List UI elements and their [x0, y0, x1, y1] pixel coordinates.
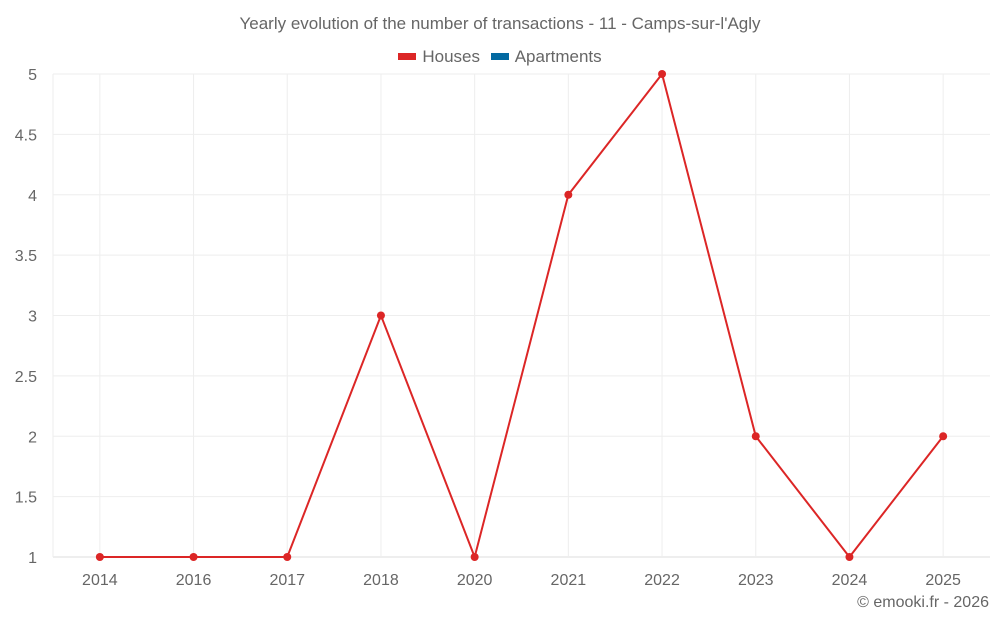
x-tick-label: 2025	[925, 572, 961, 589]
y-tick-label: 2.5	[15, 369, 37, 386]
x-tick-label: 2014	[82, 572, 118, 589]
y-tick-label: 3.5	[15, 248, 37, 265]
x-tick-label: 2021	[551, 572, 587, 589]
legend-item-apartments[interactable]: Apartments	[490, 46, 602, 67]
data-point-houses	[658, 70, 667, 78]
x-tick-label: 2016	[176, 572, 212, 589]
data-point-houses	[95, 553, 104, 561]
x-tick-label: 2022	[644, 572, 680, 589]
data-point-houses	[845, 553, 854, 561]
y-tick-label: 4.5	[15, 127, 37, 144]
data-point-houses	[939, 432, 948, 441]
chart-title: Yearly evolution of the number of transa…	[239, 14, 761, 33]
data-point-houses	[470, 553, 479, 561]
data-point-houses	[189, 553, 198, 561]
data-point-houses	[751, 432, 760, 441]
y-tick-label: 2	[28, 429, 37, 446]
y-tick-label: 4	[28, 188, 37, 205]
x-tick-label: 2017	[269, 572, 305, 589]
y-tick-label: 1	[28, 550, 37, 567]
y-tick-label: 1.5	[15, 490, 37, 507]
legend: Houses Apartments	[0, 45, 1000, 67]
x-tick-label: 2020	[457, 572, 493, 589]
x-tick-label: 2023	[738, 572, 774, 589]
data-point-houses	[564, 190, 573, 199]
legend-item-houses[interactable]: Houses	[398, 47, 480, 67]
data-point-houses	[376, 311, 385, 320]
y-tick-label: 3	[28, 309, 37, 326]
data-point-houses	[283, 553, 292, 561]
series-line-houses	[99, 71, 944, 561]
legend-swatch-houses	[398, 53, 417, 60]
legend-label-houses: Houses	[422, 46, 480, 66]
credit: © emooki.fr - 2026	[857, 594, 989, 611]
x-tick-label: 2018	[363, 572, 399, 589]
legend-label-apartments: Apartments	[514, 46, 602, 66]
x-tick-label: 2024	[832, 572, 868, 589]
legend-swatch-apartments	[490, 53, 509, 60]
y-tick-label: 5	[28, 67, 37, 84]
